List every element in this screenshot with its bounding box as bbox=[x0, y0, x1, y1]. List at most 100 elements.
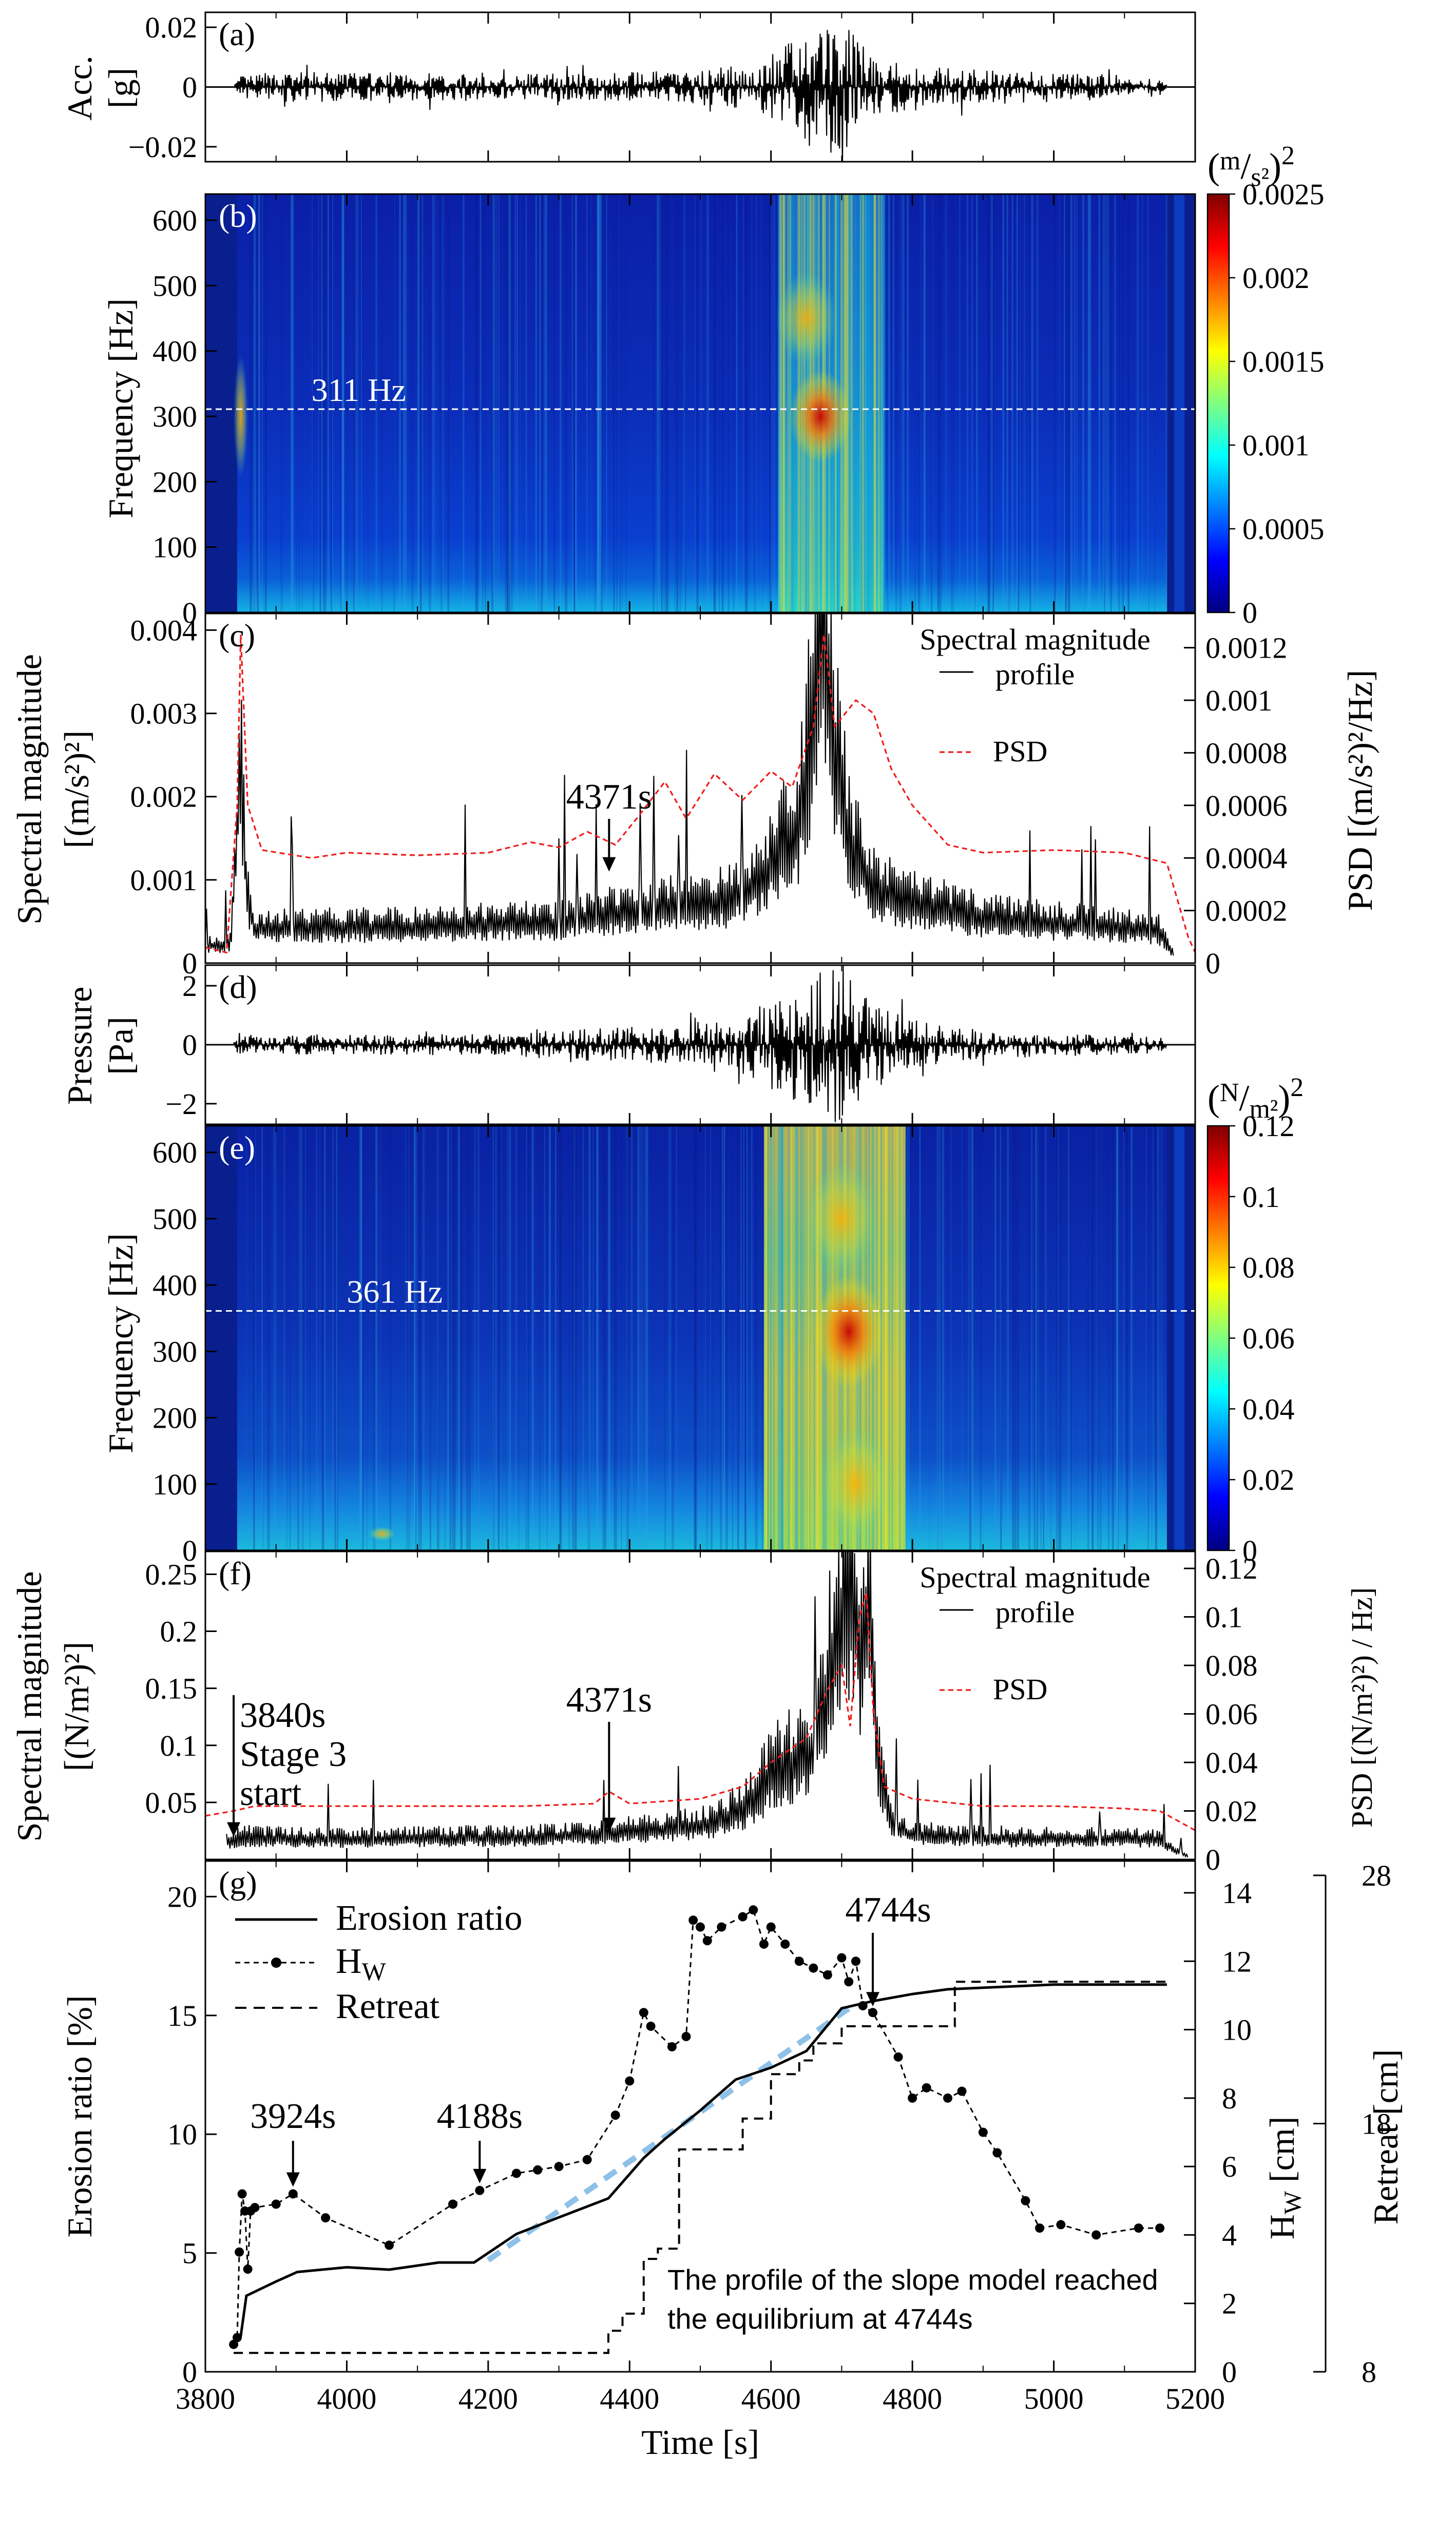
streak bbox=[532, 1126, 534, 1550]
streak bbox=[323, 194, 325, 612]
hw-point bbox=[957, 2086, 967, 2096]
panel-label-d: (d) bbox=[219, 969, 257, 1005]
burst-streak bbox=[893, 1126, 895, 1550]
burst-streak bbox=[800, 1126, 802, 1550]
streak bbox=[970, 1126, 971, 1550]
streak bbox=[418, 194, 420, 612]
streak bbox=[900, 194, 902, 612]
streak bbox=[497, 194, 499, 612]
streak bbox=[710, 1126, 712, 1550]
streak bbox=[594, 194, 597, 612]
streak bbox=[1083, 194, 1085, 612]
y-tick-label-b: 500 bbox=[152, 269, 197, 302]
streak bbox=[526, 1126, 527, 1550]
burst-streak bbox=[793, 1126, 796, 1550]
streak bbox=[638, 1126, 639, 1550]
streak bbox=[745, 194, 749, 612]
pre-start-region bbox=[205, 194, 237, 612]
y-axis-label-c: Spectral magnitude bbox=[10, 654, 49, 925]
streak bbox=[1009, 194, 1010, 612]
streak bbox=[1141, 194, 1144, 612]
y2-tick-label-c: 0.0008 bbox=[1205, 736, 1288, 770]
hw-point bbox=[511, 2169, 521, 2178]
streak bbox=[526, 1126, 528, 1550]
streak bbox=[559, 1126, 562, 1550]
annotation-label-f-1: Stage 3 bbox=[240, 1735, 347, 1774]
streak bbox=[1065, 194, 1067, 612]
y2-axis-label-f: PSD [(N/m²)²) / Hz] bbox=[1345, 1587, 1378, 1828]
streak bbox=[555, 1126, 557, 1550]
burst-streak bbox=[782, 1126, 784, 1550]
streak bbox=[1103, 194, 1105, 612]
colorbar-tick-label-b: 0.0015 bbox=[1242, 345, 1325, 378]
annotation-arrow-f1-head bbox=[602, 1817, 616, 1832]
streak bbox=[969, 1126, 971, 1550]
streak bbox=[625, 1126, 628, 1550]
streak bbox=[888, 194, 890, 612]
streak bbox=[525, 194, 527, 612]
streak bbox=[494, 1126, 497, 1550]
burst-streak bbox=[789, 194, 792, 612]
streak bbox=[312, 194, 313, 612]
hotspot bbox=[790, 370, 852, 463]
streak bbox=[773, 194, 776, 612]
y2-tick-label-g: 6 bbox=[1222, 2150, 1237, 2183]
y2-tick-label-c: 0 bbox=[1205, 947, 1220, 980]
burst-streak bbox=[780, 1126, 783, 1550]
streak bbox=[929, 1126, 930, 1550]
streak bbox=[1151, 1126, 1153, 1550]
streak bbox=[366, 1126, 368, 1550]
colorbar-tick-label-e: 0.1 bbox=[1242, 1180, 1280, 1214]
burst-streak bbox=[884, 1126, 887, 1550]
hw-point bbox=[696, 1922, 705, 1932]
hw-point bbox=[271, 2199, 281, 2209]
hw-point bbox=[448, 2199, 457, 2209]
streak bbox=[1031, 1126, 1033, 1550]
streak bbox=[945, 194, 946, 612]
streak bbox=[931, 194, 933, 612]
streak bbox=[419, 1126, 420, 1550]
hw-point bbox=[232, 2333, 242, 2343]
streak bbox=[903, 194, 905, 612]
streak bbox=[449, 1126, 452, 1550]
streak bbox=[1137, 194, 1139, 612]
streak bbox=[1031, 194, 1034, 612]
streak bbox=[953, 194, 954, 612]
streak bbox=[606, 194, 607, 612]
streak bbox=[440, 194, 443, 612]
streak bbox=[1007, 1126, 1009, 1550]
streak bbox=[659, 194, 661, 612]
hw-point bbox=[1155, 2223, 1165, 2233]
burst-streak bbox=[779, 1126, 781, 1550]
streak bbox=[393, 194, 395, 612]
streak bbox=[1017, 1126, 1019, 1550]
streak bbox=[507, 194, 509, 612]
hw-point bbox=[837, 1953, 847, 1963]
signal-trace-d bbox=[233, 965, 1167, 1122]
y-tick-label-e: 600 bbox=[152, 1136, 197, 1169]
streak bbox=[706, 194, 710, 612]
burst-streak bbox=[794, 1126, 796, 1550]
hw-point bbox=[554, 2162, 564, 2172]
y-axis-label-e: Frequency [Hz] bbox=[101, 1233, 140, 1453]
streak bbox=[574, 194, 576, 612]
retreat-axis-label: Retreat [cm] bbox=[1366, 2049, 1405, 2225]
streak bbox=[667, 1126, 669, 1550]
streak bbox=[466, 1126, 469, 1550]
series-erosion-ratio bbox=[233, 1983, 1167, 2345]
burst-streak bbox=[807, 1126, 809, 1550]
burst-streak bbox=[900, 1126, 903, 1550]
y-tick-label-c: 0 bbox=[182, 947, 197, 980]
streak bbox=[379, 1126, 381, 1550]
streak bbox=[422, 1126, 424, 1550]
burst-streak bbox=[888, 1126, 890, 1550]
streak bbox=[1121, 194, 1123, 612]
streak bbox=[720, 1126, 722, 1550]
streak bbox=[641, 1126, 643, 1550]
colorbar-tick-label-e: 0 bbox=[1242, 1534, 1257, 1567]
burst-streak bbox=[765, 1126, 767, 1550]
streak bbox=[437, 1126, 439, 1550]
streak bbox=[1068, 1126, 1069, 1550]
streak bbox=[492, 194, 495, 612]
burst-streak bbox=[780, 194, 783, 612]
